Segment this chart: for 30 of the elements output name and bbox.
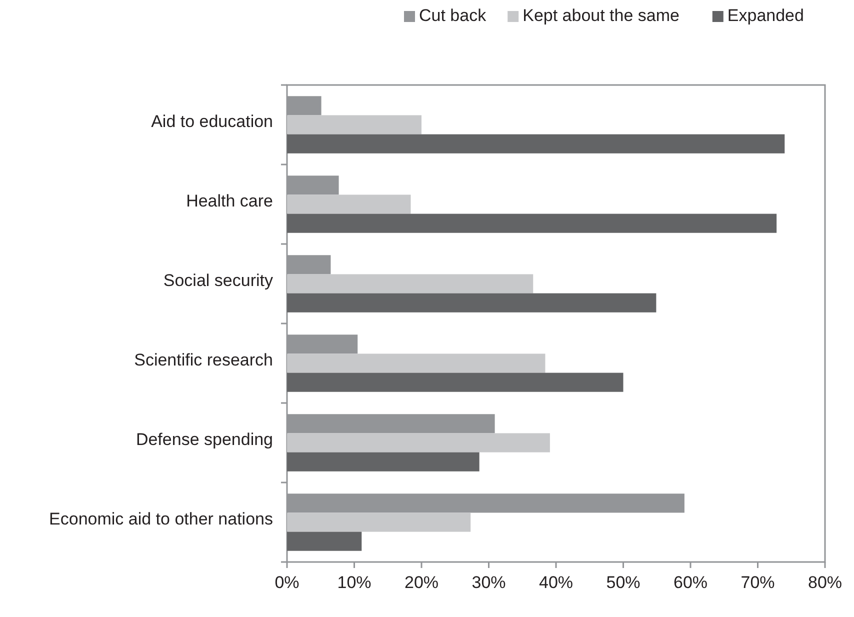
x-tick-label: 80% xyxy=(808,573,842,592)
bar xyxy=(287,214,777,233)
legend-label: Kept about the same xyxy=(522,6,680,25)
bar xyxy=(287,274,534,294)
bar xyxy=(287,532,362,551)
bar xyxy=(287,433,550,452)
x-tick-label: 70% xyxy=(740,573,775,592)
y-tick-label: Defense spending xyxy=(136,430,273,450)
bar xyxy=(287,194,411,214)
x-tick-label: 20% xyxy=(404,573,439,592)
legend-label: Cut back xyxy=(419,6,487,25)
x-tick-label: 10% xyxy=(337,573,372,592)
y-tick-label: Social security xyxy=(163,271,274,290)
x-tick-label: 30% xyxy=(472,573,506,592)
y-tick-label: Health care xyxy=(186,192,273,211)
bar xyxy=(287,354,546,373)
bar xyxy=(287,512,471,532)
bar xyxy=(287,134,785,154)
y-tick-label: Economic aid to other nations xyxy=(49,510,273,529)
bar xyxy=(287,452,480,472)
x-tick-label: 0% xyxy=(274,573,300,592)
bar xyxy=(287,293,656,312)
x-tick-label: 40% xyxy=(538,573,574,592)
y-tick-label: Aid to education xyxy=(151,112,273,132)
x-tick-label: 50% xyxy=(606,573,640,592)
bar xyxy=(287,115,422,134)
bar xyxy=(287,372,624,392)
x-tick-label: 60% xyxy=(673,573,708,592)
legend-label: Expanded xyxy=(727,6,804,25)
y-tick-label: Scientific research xyxy=(134,350,273,370)
